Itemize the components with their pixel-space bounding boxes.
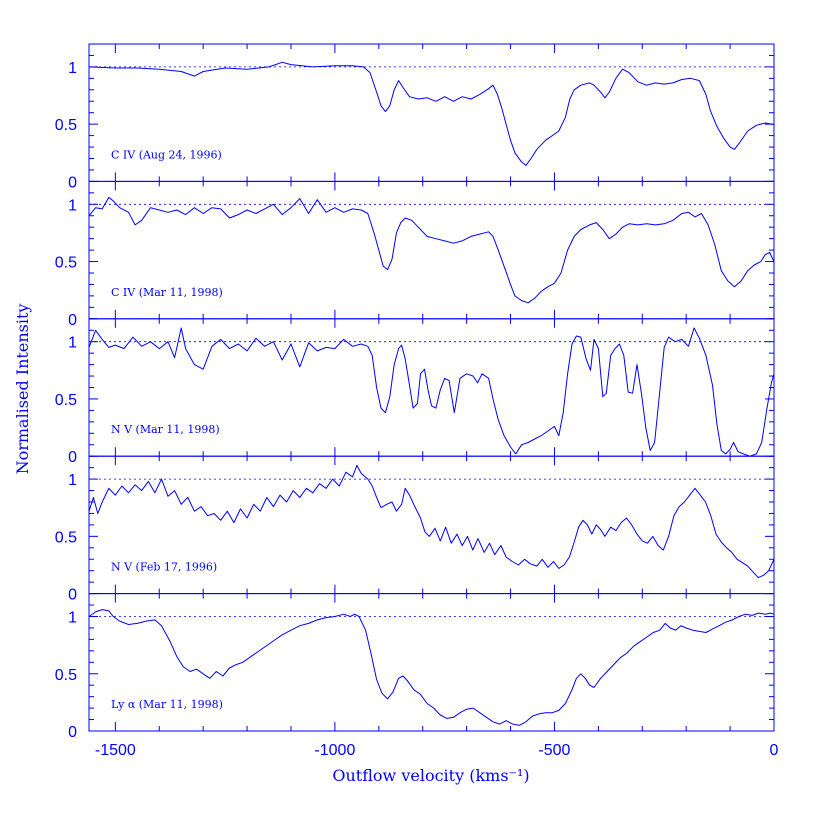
x-axis-title: Outflow velocity (kms⁻¹) bbox=[332, 766, 529, 785]
y-tick-label: 0 bbox=[68, 587, 77, 604]
panel-label: N V (Mar 11, 1998) bbox=[111, 423, 220, 436]
spectrum-line bbox=[88, 61, 774, 166]
x-tick-label: -1000 bbox=[314, 742, 355, 759]
x-tick-label: 0 bbox=[770, 742, 779, 759]
x-tick-label: -1500 bbox=[95, 742, 136, 759]
panel-label: N V (Feb 17, 1996) bbox=[111, 561, 217, 574]
y-tick-label: 0.5 bbox=[55, 255, 77, 272]
y-tick-label: 0 bbox=[68, 312, 77, 329]
y-axis-title: Normalised Intensity bbox=[13, 304, 32, 475]
y-tick-label: 0.5 bbox=[55, 667, 77, 684]
panel-4: 0 0.5 1 N V (Feb 17, 1996) bbox=[55, 455, 775, 604]
y-tick-label: 0 bbox=[68, 724, 77, 741]
x-tick-labels: -1500 -1000 -500 0 bbox=[95, 742, 779, 759]
y-tick-label: 1 bbox=[68, 197, 77, 214]
y-tick-label: 0 bbox=[68, 449, 77, 466]
y-tick-label: 0.5 bbox=[55, 529, 77, 546]
y-tick-label: 1 bbox=[68, 610, 77, 627]
panel-label: C IV (Mar 11, 1998) bbox=[111, 286, 223, 299]
panel-2: 0 0.5 1 C IV (Mar 11, 1998) bbox=[55, 180, 775, 329]
panel-label: Ly α (Mar 11, 1998) bbox=[111, 698, 223, 711]
y-tick-label: 1 bbox=[68, 60, 77, 77]
y-tick-label: 1 bbox=[68, 335, 77, 352]
y-tick-label: 0 bbox=[68, 174, 77, 191]
y-tick-label: 1 bbox=[68, 472, 77, 489]
panel-5: 0 0.5 1 Ly α (Mar 11, 1998) bbox=[55, 593, 775, 741]
x-tick-label: -500 bbox=[538, 742, 570, 759]
y-tick-label: 0.5 bbox=[55, 117, 77, 134]
panels-group: 0 0.5 1 C IV (Aug 24, 1996) 0 0.5 1 C IV (Mar 1… bbox=[55, 43, 775, 741]
panel-label: C IV (Aug 24, 1996) bbox=[111, 148, 222, 161]
panel-3: 0 0.5 1 N V (Mar 11, 1998) bbox=[55, 318, 775, 466]
spectrum-line bbox=[88, 327, 775, 457]
spectrum-line bbox=[88, 464, 775, 579]
y-tick-label: 0.5 bbox=[55, 392, 77, 409]
spectrum-line bbox=[88, 609, 775, 726]
spectrum-line bbox=[88, 196, 775, 304]
panel-1: 0 0.5 1 C IV (Aug 24, 1996) bbox=[55, 43, 775, 191]
